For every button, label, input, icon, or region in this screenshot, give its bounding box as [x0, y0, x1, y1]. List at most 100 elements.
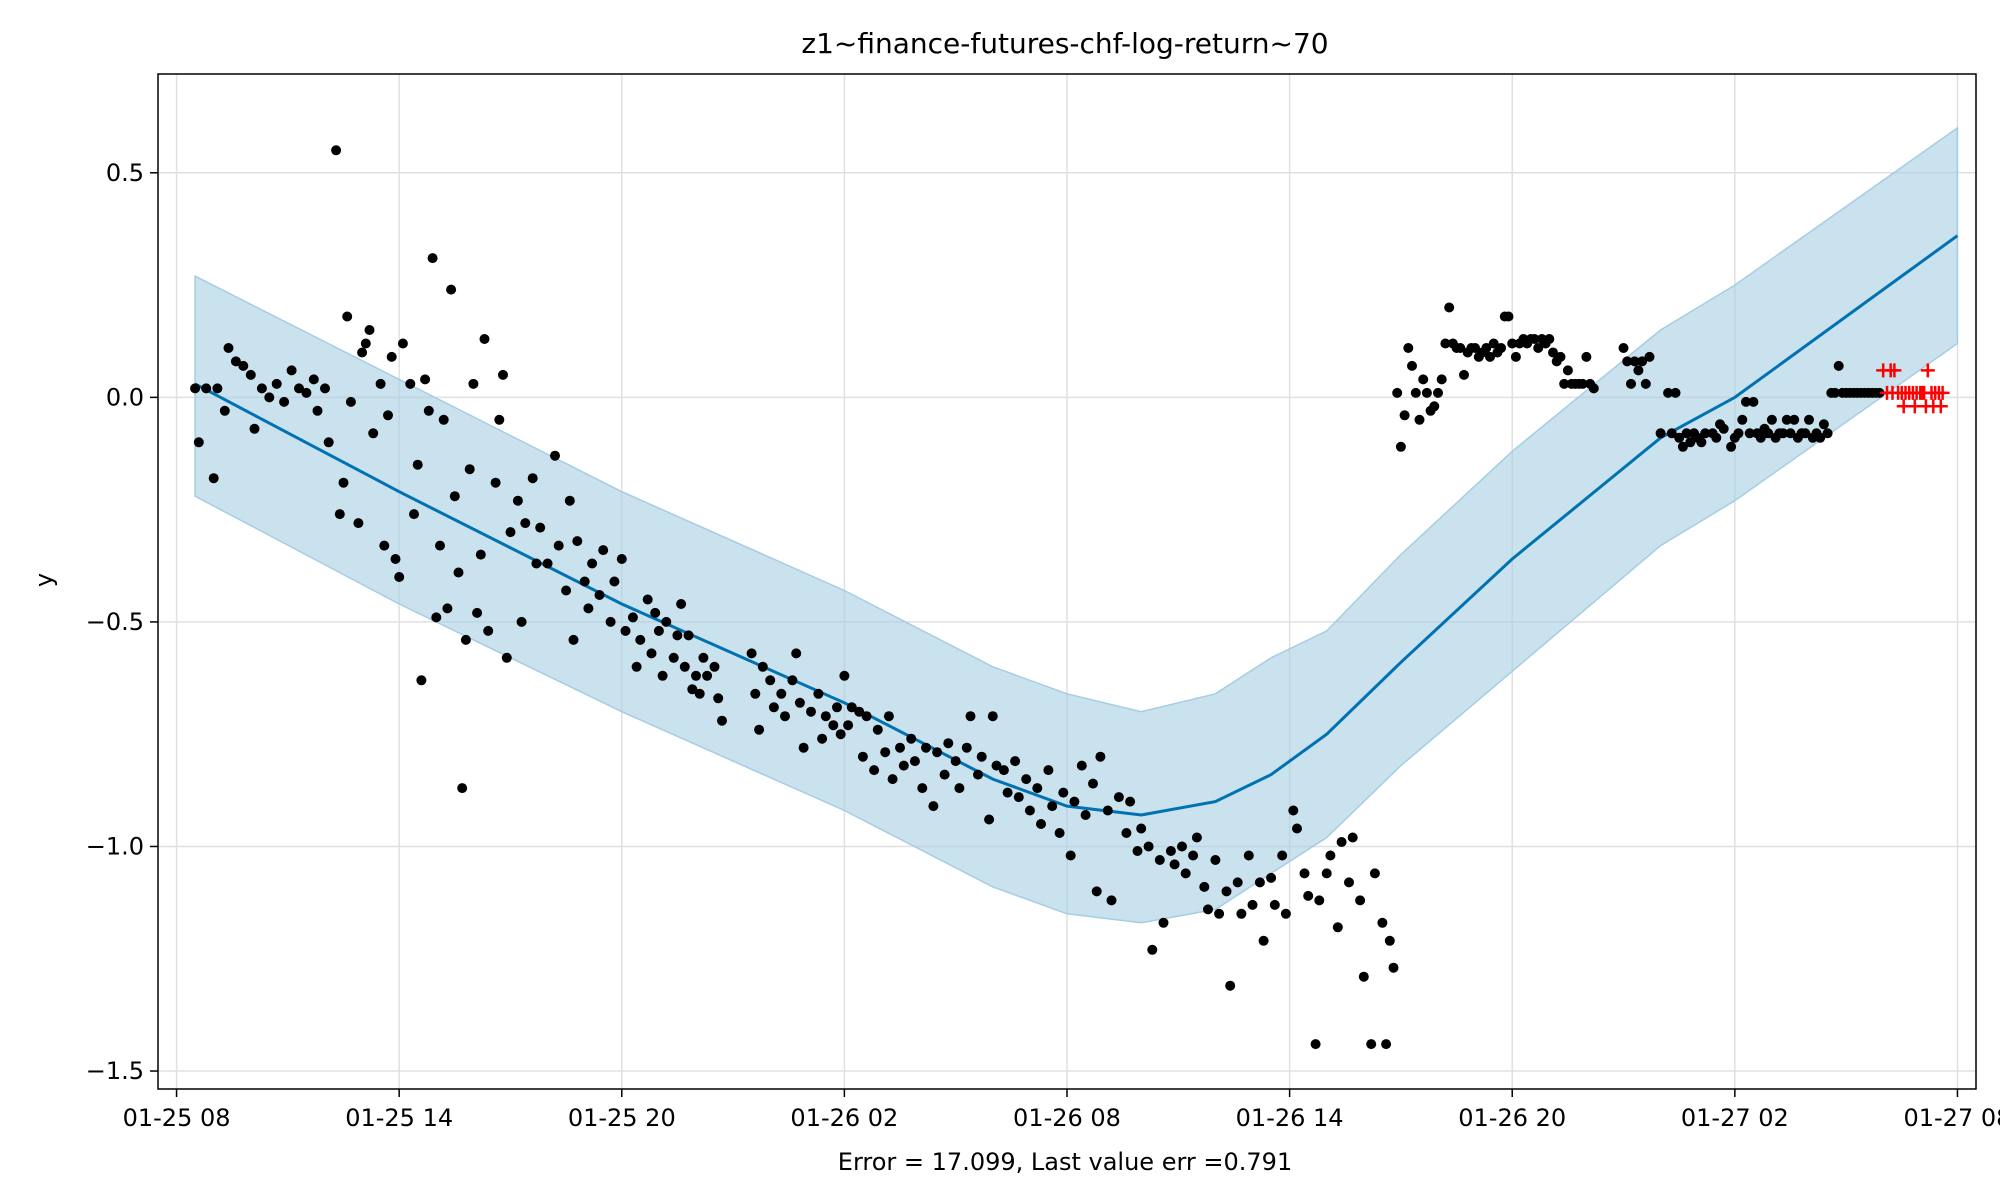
- observed-point: [1188, 850, 1199, 861]
- observed-point: [1355, 895, 1366, 906]
- observed-point: [932, 747, 943, 758]
- observed-point: [1292, 823, 1302, 834]
- observed-point: [446, 284, 457, 295]
- observed-point: [1203, 904, 1213, 915]
- observed-point: [605, 616, 616, 627]
- observed-point: [409, 509, 419, 520]
- observed-point: [1633, 365, 1644, 376]
- observed-point: [1332, 922, 1343, 933]
- observed-point: [717, 715, 727, 726]
- forecast-line-layer: [194, 234, 1959, 817]
- observed-point: [828, 720, 839, 731]
- observed-point: [973, 769, 983, 780]
- observed-point: [364, 325, 375, 335]
- observed-point: [943, 738, 954, 749]
- observed-point: [1254, 877, 1265, 888]
- observed-point: [1136, 823, 1147, 834]
- observed-point: [1013, 792, 1024, 803]
- observed-point: [1418, 374, 1429, 385]
- observed-point: [1562, 365, 1573, 376]
- observed-point: [1214, 908, 1225, 919]
- observed-point: [683, 630, 694, 641]
- observed-point: [1555, 351, 1566, 362]
- observed-point: [1874, 387, 1885, 398]
- observed-point: [1666, 428, 1677, 439]
- observed-point: [1314, 895, 1325, 906]
- observed-point: [223, 343, 234, 353]
- forecast-line: [194, 234, 1959, 817]
- observed-point: [542, 558, 553, 569]
- y-tick-label: 0.5: [106, 159, 144, 187]
- observed-point: [294, 383, 304, 394]
- observed-point: [583, 603, 594, 614]
- observed-point: [1288, 805, 1299, 816]
- observed-point: [746, 648, 757, 659]
- uncertainty-band-area: [194, 126, 1959, 924]
- observed-point: [998, 765, 1009, 776]
- chart-title: z1~finance-futures-chf-log-return~70: [801, 27, 1328, 60]
- y-tick-label: −1.0: [86, 832, 144, 860]
- observed-point: [230, 356, 241, 367]
- observed-point: [1681, 428, 1692, 439]
- observed-point: [1433, 387, 1443, 398]
- observed-point: [976, 751, 987, 762]
- observed-point: [1177, 841, 1187, 852]
- observed-point: [338, 477, 349, 488]
- observed-point: [1266, 872, 1277, 883]
- observed-point: [1180, 868, 1191, 879]
- observed-point: [394, 572, 405, 582]
- observed-point: [342, 311, 353, 322]
- observed-point: [587, 558, 598, 569]
- observed-point: [787, 675, 798, 686]
- observed-point: [709, 661, 720, 672]
- observed-point: [1395, 441, 1406, 452]
- observed-point: [1763, 428, 1774, 439]
- observed-point: [846, 702, 857, 713]
- observed-point: [568, 634, 579, 645]
- observed-point: [490, 477, 501, 488]
- observed-point: [279, 396, 290, 407]
- x-axis-ticks: 01-25 08 01-25 14 01-25 20 01-26 02 01-26 08…: [123, 1089, 2000, 1132]
- observed-point: [661, 616, 672, 627]
- observed-point: [1243, 850, 1254, 861]
- observed-point: [1106, 895, 1117, 906]
- observed-point: [1399, 410, 1410, 421]
- observed-point: [1618, 343, 1629, 353]
- observed-point: [561, 585, 572, 596]
- observed-point: [594, 590, 605, 600]
- future-point: [1887, 363, 1902, 378]
- observed-point: [939, 769, 950, 780]
- x-tick-label: 01-25 14: [345, 1104, 453, 1132]
- observed-point: [1481, 343, 1492, 353]
- observed-point: [1036, 819, 1046, 829]
- observed-point: [1718, 423, 1729, 434]
- observed-point: [1344, 877, 1354, 888]
- observed-point: [906, 733, 917, 744]
- observed-point: [264, 392, 275, 403]
- observed-point: [397, 338, 408, 349]
- observed-point: [1076, 760, 1087, 771]
- observed-point: [238, 360, 249, 371]
- observed-point: [1548, 347, 1558, 358]
- observed-point: [1507, 338, 1518, 349]
- observed-point: [1818, 419, 1829, 430]
- observed-point: [512, 495, 523, 506]
- observed-point: [379, 540, 390, 551]
- observed-point: [1470, 343, 1481, 353]
- observed-point: [631, 661, 642, 672]
- observed-point: [1459, 369, 1469, 380]
- observed-point: [1629, 356, 1640, 367]
- observed-point: [1132, 846, 1143, 856]
- observed-point: [1058, 787, 1069, 798]
- observed-point: [616, 554, 627, 564]
- observed-point: [627, 612, 638, 623]
- observed-point: [564, 495, 575, 506]
- observed-point: [1210, 855, 1221, 865]
- uncertainty-band: [194, 126, 1959, 924]
- observed-point: [1199, 881, 1210, 892]
- observed-point: [1685, 437, 1696, 448]
- observed-point: [1043, 765, 1054, 776]
- observed-point: [653, 625, 664, 636]
- observed-point: [1369, 868, 1380, 879]
- observed-point: [1069, 796, 1080, 807]
